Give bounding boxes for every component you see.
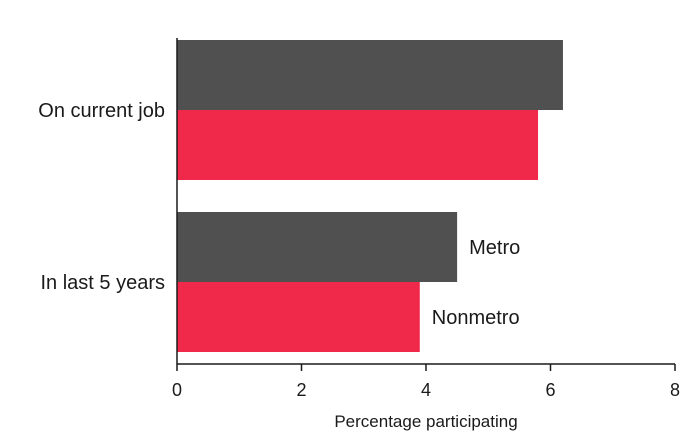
- category-labels-group: On current job In last 5 years: [38, 100, 165, 294]
- bars-group: [177, 40, 563, 352]
- bar-nonmetro-1: [177, 282, 420, 352]
- bar-metro-0: [177, 40, 563, 110]
- x-tick-label-0: 0: [172, 380, 182, 400]
- category-label-1: In last 5 years: [40, 272, 165, 294]
- series-label-metro: Metro: [469, 237, 520, 259]
- bar-metro-1: [177, 212, 458, 282]
- series-labels-group: Metro Nonmetro: [432, 237, 520, 329]
- x-ticks-group: 0 2 4 6 8: [172, 364, 680, 400]
- x-tick-label-4: 4: [421, 380, 431, 400]
- series-label-nonmetro: Nonmetro: [432, 307, 520, 329]
- bar-nonmetro-0: [177, 110, 539, 180]
- x-axis-title: Percentage participating: [334, 412, 517, 431]
- x-tick-label-8: 8: [670, 380, 680, 400]
- x-tick-label-2: 2: [296, 380, 306, 400]
- category-label-0: On current job: [38, 100, 165, 122]
- x-tick-label-6: 6: [545, 380, 555, 400]
